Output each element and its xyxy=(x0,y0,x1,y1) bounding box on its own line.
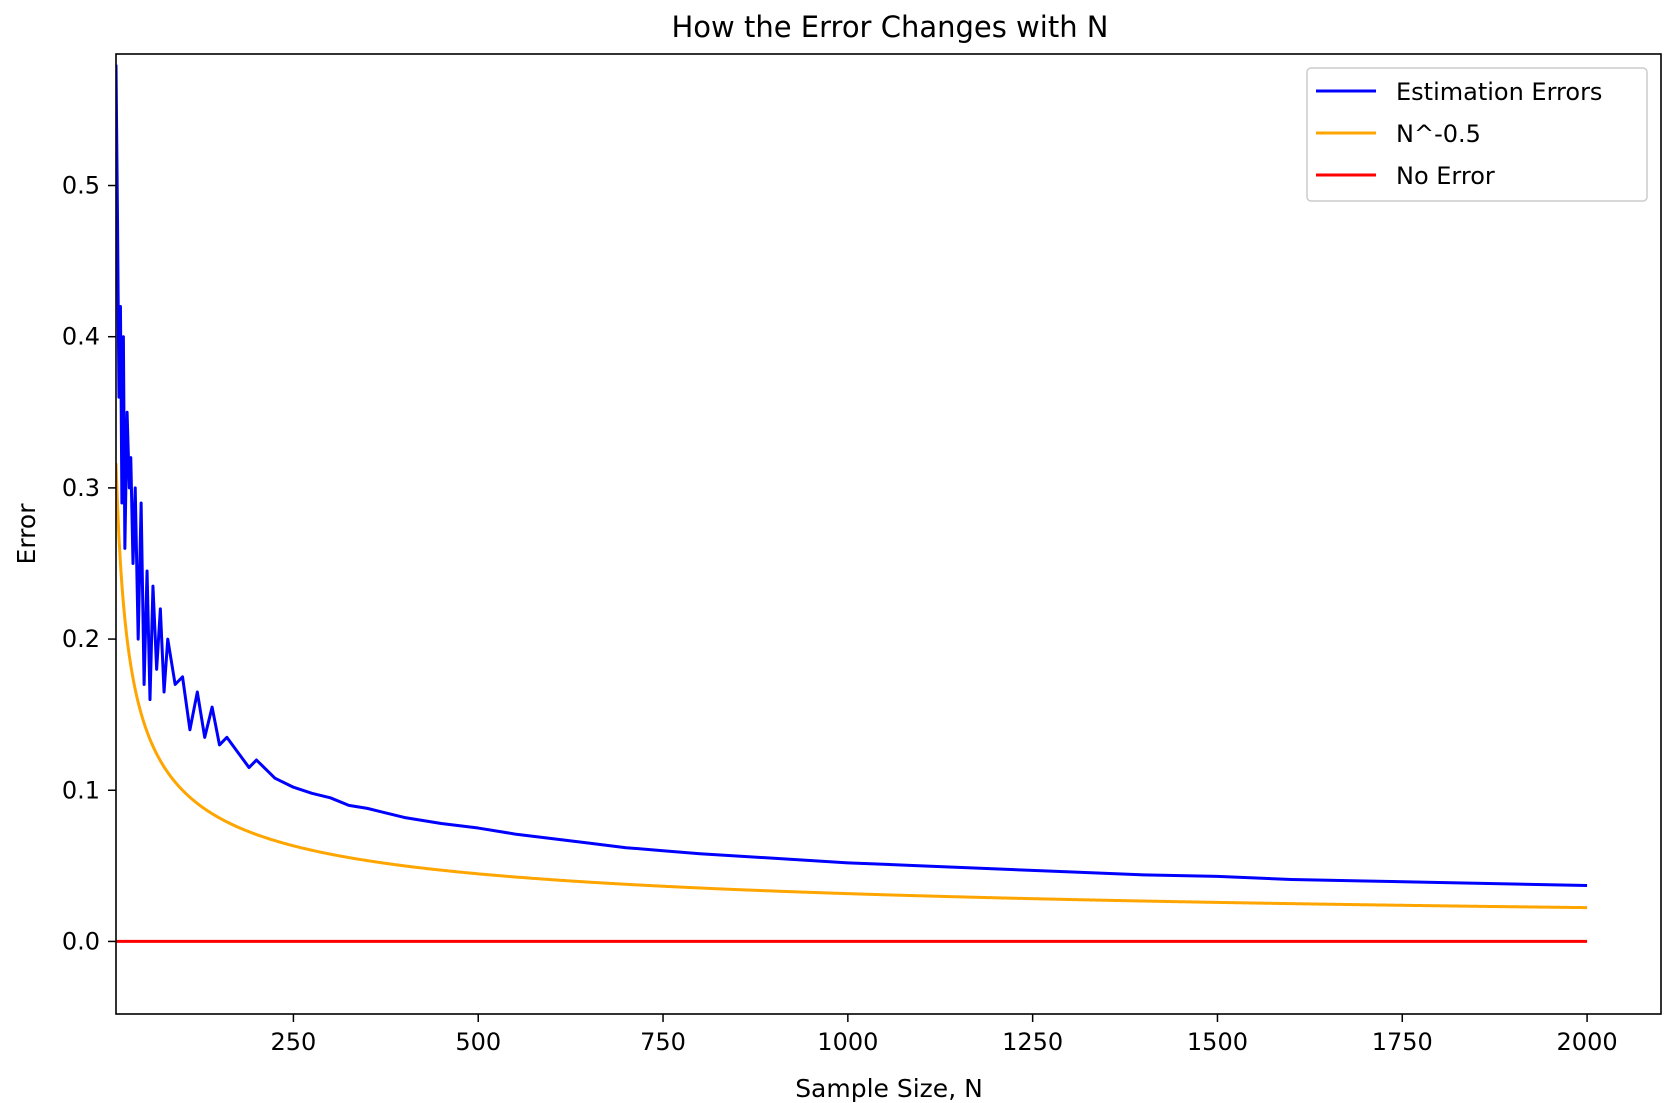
x-tick-label: 1750 xyxy=(1372,1028,1433,1056)
legend-label-n-power: N^-0.5 xyxy=(1396,120,1481,148)
x-tick-label: 1500 xyxy=(1187,1028,1248,1056)
y-tick-label: 0.4 xyxy=(62,323,100,351)
x-tick-label: 1250 xyxy=(1002,1028,1063,1056)
legend-label-no-error: No Error xyxy=(1396,162,1495,190)
x-tick-label: 500 xyxy=(455,1028,501,1056)
y-tick-label: 0.0 xyxy=(62,927,100,955)
legend-label-estimation-errors: Estimation Errors xyxy=(1396,78,1602,106)
y-tick-label: 0.5 xyxy=(62,172,100,200)
y-tick-label: 0.3 xyxy=(62,474,100,502)
series-line-1 xyxy=(116,463,1588,910)
y-axis-label: Error xyxy=(12,503,41,565)
axis-ticks: 250 500 750 1000 1250 1500 1750 2000 0.0 0.1 0.2 0.… xyxy=(62,172,1618,1056)
legend-frame xyxy=(1306,67,1648,202)
legend: Estimation Errors N^-0.5 No Error xyxy=(1306,67,1648,202)
x-axis-label: Sample Size, N xyxy=(795,1074,983,1103)
x-tick-label: 2000 xyxy=(1557,1028,1618,1056)
axes-frame xyxy=(115,53,1662,1015)
y-tick-label: 0.2 xyxy=(62,625,100,653)
x-tick-label: 1000 xyxy=(817,1028,878,1056)
chart-title: How the Error Changes with N xyxy=(672,10,1109,44)
x-tick-label: 250 xyxy=(271,1028,317,1056)
x-tick-label: 750 xyxy=(640,1028,686,1056)
series-line-0 xyxy=(116,64,1588,887)
y-tick-label: 0.1 xyxy=(62,776,100,804)
plot-area xyxy=(116,64,1588,943)
